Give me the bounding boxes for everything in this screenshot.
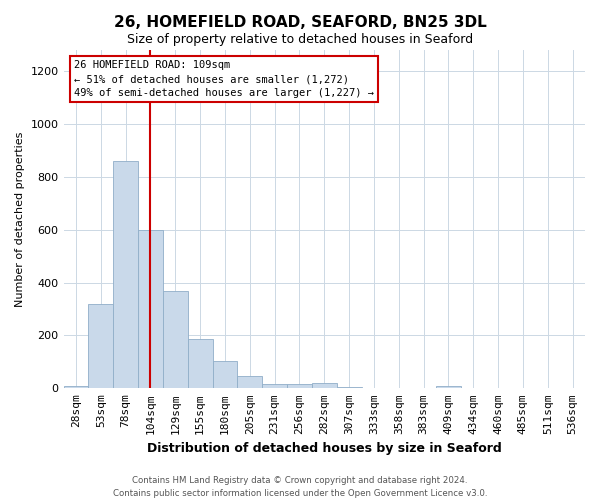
Bar bbox=[188, 340, 212, 388]
Bar bbox=[88, 304, 113, 388]
Bar bbox=[163, 290, 188, 388]
Text: 26, HOMEFIELD ROAD, SEAFORD, BN25 3DL: 26, HOMEFIELD ROAD, SEAFORD, BN25 3DL bbox=[113, 15, 487, 30]
Bar bbox=[238, 376, 262, 388]
Bar bbox=[436, 386, 461, 388]
Text: 26 HOMEFIELD ROAD: 109sqm
← 51% of detached houses are smaller (1,272)
49% of se: 26 HOMEFIELD ROAD: 109sqm ← 51% of detac… bbox=[74, 60, 374, 98]
Y-axis label: Number of detached properties: Number of detached properties bbox=[15, 132, 25, 307]
Bar bbox=[212, 360, 238, 388]
Bar bbox=[262, 384, 287, 388]
Bar bbox=[138, 230, 163, 388]
Bar bbox=[337, 387, 362, 388]
Text: Size of property relative to detached houses in Seaford: Size of property relative to detached ho… bbox=[127, 32, 473, 46]
Bar bbox=[312, 383, 337, 388]
Bar bbox=[287, 384, 312, 388]
Bar bbox=[64, 386, 88, 388]
X-axis label: Distribution of detached houses by size in Seaford: Distribution of detached houses by size … bbox=[147, 442, 502, 455]
Bar bbox=[113, 161, 138, 388]
Text: Contains HM Land Registry data © Crown copyright and database right 2024.
Contai: Contains HM Land Registry data © Crown c… bbox=[113, 476, 487, 498]
